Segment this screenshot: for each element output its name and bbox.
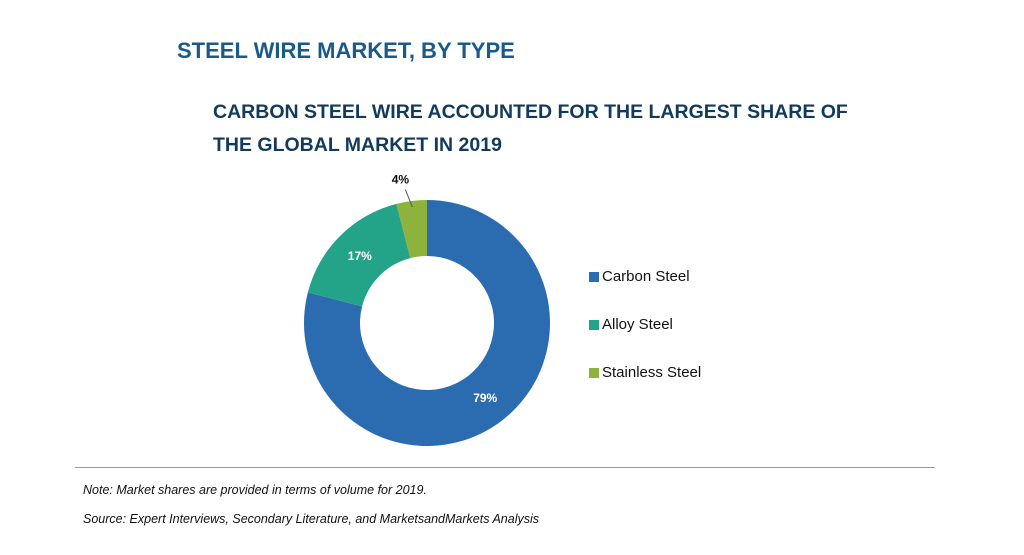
chart-subtitle-line-1: CARBON STEEL WIRE ACCOUNTED FOR THE LARG… (213, 101, 848, 123)
slice-alloy-steel (307, 203, 411, 307)
legend-label-stainless-steel: Stainless Steel (602, 364, 702, 381)
legend-item-alloy-steel: Alloy Steel (589, 316, 673, 333)
footer-divider (75, 467, 935, 468)
leader-line-stainless-steel (404, 189, 413, 208)
legend-swatch-carbon-steel (589, 271, 599, 282)
data-label-alloy-steel: 17% (348, 249, 372, 263)
legend-label-alloy-steel: Alloy Steel (602, 316, 673, 333)
data-label-stainless-steel: 4% (392, 173, 410, 187)
slice-stainless-steel (396, 200, 427, 259)
chart-subtitle-line-2: THE GLOBAL MARKET IN 2019 (213, 134, 502, 156)
source-note: Source: Expert Interviews, Secondary Lit… (83, 512, 539, 526)
footnote: Note: Market shares are provided in term… (83, 483, 427, 497)
legend-item-carbon-steel: Carbon Steel (589, 268, 690, 285)
slice-carbon-steel (304, 200, 550, 446)
chart-title: STEEL WIRE MARKET, BY TYPE (177, 38, 515, 63)
legend-swatch-alloy-steel (589, 319, 599, 330)
data-label-carbon-steel: 79% (473, 391, 497, 405)
donut-chart: 79% 17% 4% (304, 173, 550, 446)
chart-subtitle: CARBON STEEL WIRE ACCOUNTED FOR THE LARG… (213, 96, 848, 162)
legend-label-carbon-steel: Carbon Steel (602, 268, 690, 285)
legend-item-stainless-steel: Stainless Steel (589, 364, 701, 381)
legend-swatch-stainless-steel (589, 367, 599, 378)
